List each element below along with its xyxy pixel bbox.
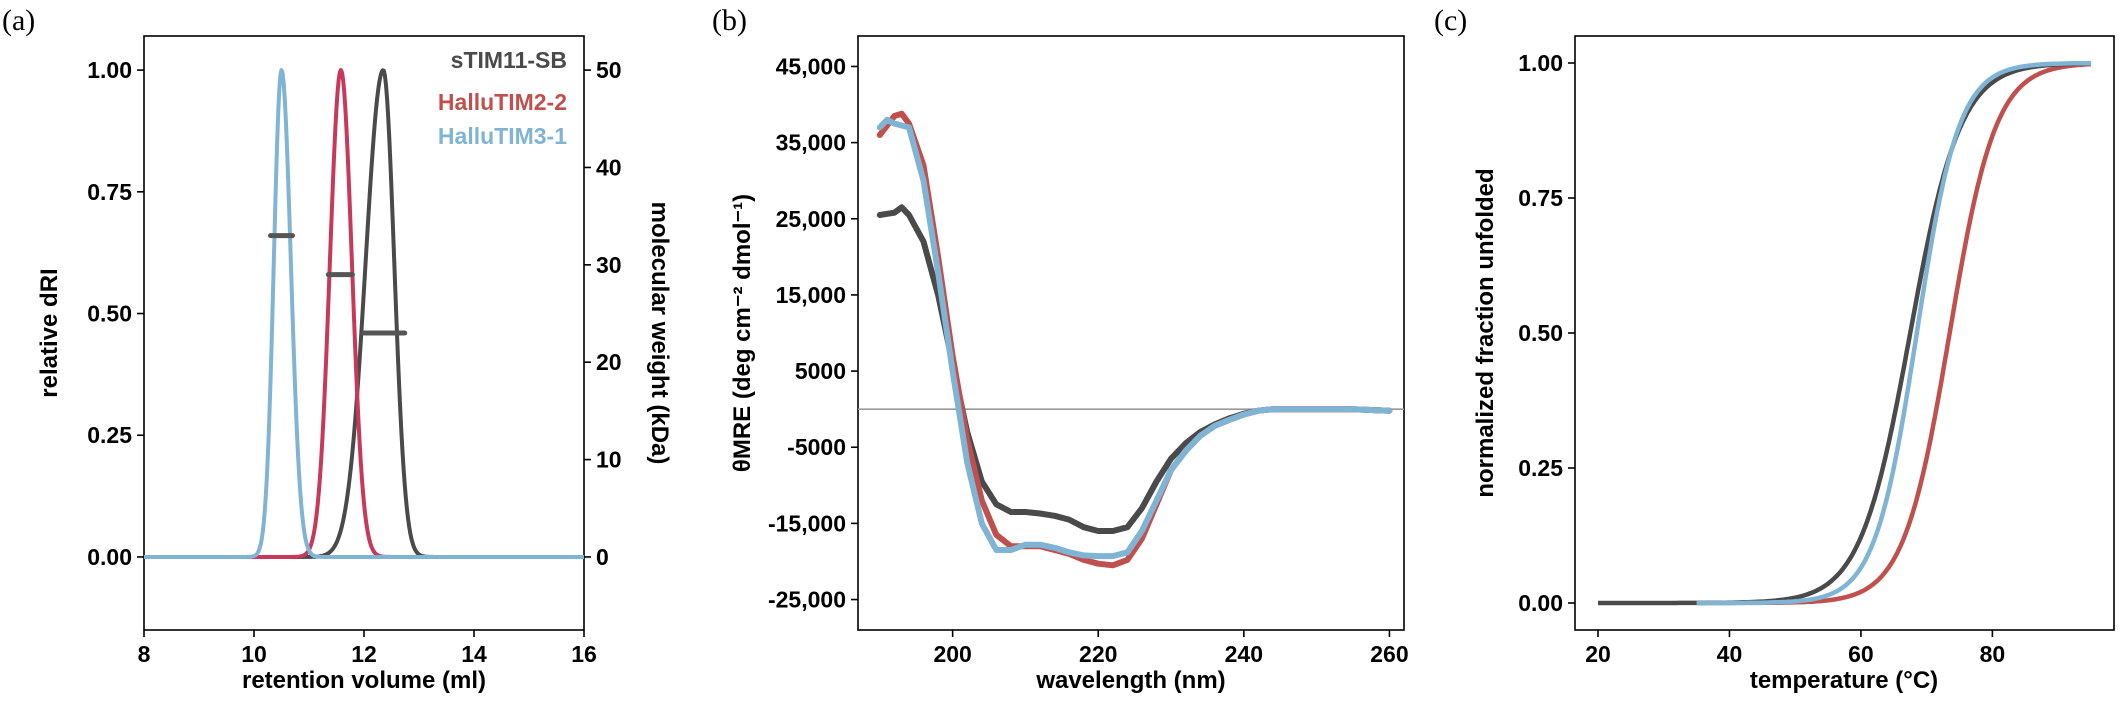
b-y-tick-label: 45,000: [776, 53, 846, 79]
c-line-hallutim2-2: [1695, 61, 2092, 606]
panel-c-sec-chart: (c) 20 40 60 80 0.00 0.25 0.50 0.75 1.00 temper…: [1434, 4, 2115, 694]
c-x-tick-label: 20: [1585, 641, 1611, 667]
a-y2-tick-label: 0: [596, 544, 609, 570]
c-y-tick-label: 0.50: [1518, 320, 1563, 346]
c-y-tick-label: 0.25: [1518, 455, 1563, 481]
panel-b-series: [876, 110, 1393, 569]
panel-a-sec-chart: (a) 8 10 12 14 16 0.00 0.25 0.50 0.75 1.00 0 10 20…: [2, 4, 673, 694]
panel-a-x-axis-title: retention volume (ml): [242, 667, 486, 694]
a-x-tick-label: 10: [241, 641, 267, 667]
panel-label-c: (c): [1434, 4, 1467, 37]
b-x-tick-label: 220: [1079, 641, 1117, 667]
b-y-tick-label: 5000: [795, 358, 846, 384]
c-x-tick-label: 80: [1980, 641, 2006, 667]
a-y2-tick-label: 10: [596, 447, 622, 473]
panel-a-x-ticks: 8 10 12 14 16: [138, 630, 597, 667]
legend-entry-stim11-sb: sTIM11-SB: [451, 47, 567, 73]
panel-b-frame: [857, 35, 1405, 631]
panel-label-b: (b): [712, 4, 747, 37]
panel-c-series: [1597, 60, 2092, 606]
a-x-tick-label: 16: [571, 641, 597, 667]
panel-b-y-axis-title: θMRE (deg cm⁻² dmol⁻¹): [729, 194, 756, 472]
c-line-hallutim3-1: [1695, 60, 2092, 606]
panel-c-y-axis-title: normalized fraction unfolded: [1472, 168, 1499, 497]
a-y2-tick-label: 40: [596, 154, 622, 180]
b-y-tick-label: 15,000: [776, 282, 846, 308]
c-y-tick-label: 0.75: [1518, 185, 1563, 211]
a-x-tick-label: 14: [461, 641, 487, 667]
b-x-tick-label: 200: [933, 641, 971, 667]
b-y-tick-label: -15,000: [768, 510, 846, 536]
c-x-tick-label: 40: [1717, 641, 1743, 667]
c-x-tick-label: 60: [1848, 641, 1874, 667]
panel-c-frame: [1574, 35, 2115, 631]
a-y2-tick-label: 20: [596, 349, 622, 375]
panel-label-a: (a): [2, 4, 35, 37]
a-x-tick-label: 8: [138, 641, 151, 667]
a-y2-tick-label: 30: [596, 252, 622, 278]
b-line-hallutim2-2: [876, 110, 1393, 569]
a-x-tick-label: 12: [351, 641, 377, 667]
panel-a-y2-axis-title: molecular weight (kDa): [646, 202, 673, 465]
panel-b-sec-chart: (b) 200 220 240 260 -25,000 -15,000 -5000 5000…: [712, 4, 1409, 694]
c-y-tick-label: 0.00: [1518, 590, 1563, 616]
b-line-hallutim3-1: [876, 116, 1393, 560]
c-y-tick-label: 1.00: [1518, 50, 1563, 76]
b-x-tick-label: 240: [1225, 641, 1263, 667]
c-line-stim11-sb: [1597, 61, 2092, 606]
b-y-tick-label: 25,000: [776, 206, 846, 232]
b-x-tick-label: 260: [1370, 641, 1408, 667]
panel-b-x-axis-title: wavelength (nm): [1035, 667, 1225, 694]
panel-c-x-axis-title: temperature (°C): [1750, 667, 1938, 694]
a-y-tick-label: 0.00: [87, 544, 132, 570]
panel-a-y-axis-title: relative dRI: [36, 268, 63, 397]
panel-b-x-ticks: 200 220 240 260: [933, 630, 1409, 667]
panel-c-y-ticks: 0.00 0.25 0.50 0.75 1.00: [1518, 50, 1575, 616]
panel-a-legend: sTIM11-SB HalluTIM2-2 HalluTIM3-1: [438, 47, 567, 149]
panel-a-y-ticks: 0.00 0.25 0.50 0.75 1.00: [87, 57, 144, 570]
a-y2-tick-label: 50: [596, 57, 622, 83]
panel-a-y2-ticks: 0 10 20 30 40 50: [584, 57, 622, 570]
legend-entry-hallutim3-1: HalluTIM3-1: [438, 123, 567, 149]
b-y-tick-label: 35,000: [776, 130, 846, 156]
panel-b-y-ticks: -25,000 -15,000 -5000 5000 15,000 25,000 35,00…: [768, 53, 858, 613]
b-y-tick-label: -25,000: [768, 587, 846, 613]
legend-entry-hallutim2-2: HalluTIM2-2: [438, 89, 567, 115]
a-y-tick-label: 0.75: [87, 179, 132, 205]
a-line-hallutim3-1: [143, 68, 585, 559]
b-y-tick-label: -5000: [787, 434, 846, 460]
a-y-tick-label: 0.50: [87, 301, 132, 327]
panel-c-x-ticks: 20 40 60 80: [1585, 630, 2005, 667]
panel-a-series: [143, 68, 585, 559]
a-y-tick-label: 0.25: [87, 422, 132, 448]
a-y-tick-label: 1.00: [87, 57, 132, 83]
